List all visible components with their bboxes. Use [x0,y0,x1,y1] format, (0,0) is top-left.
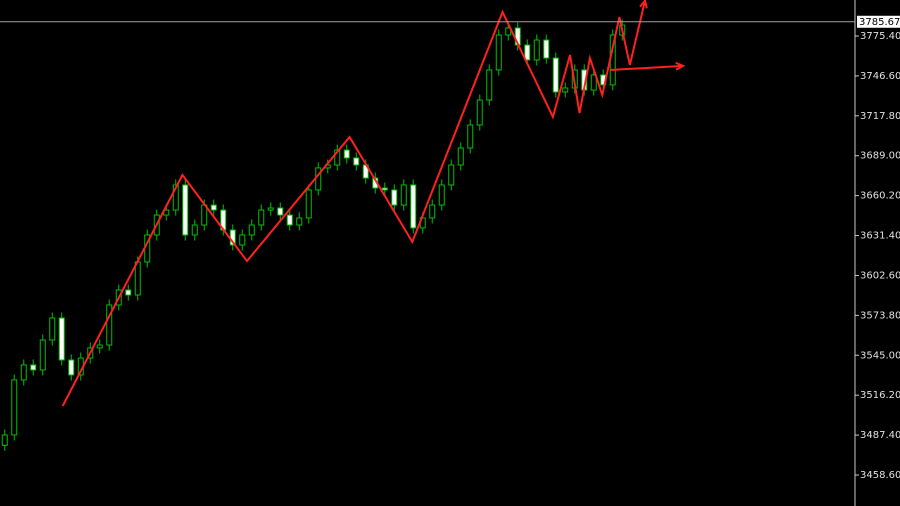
y-tick-label: 3689.00 [860,151,900,162]
current-price-box [857,15,900,28]
current-price-label: 3785.67 [859,17,900,28]
candle-body [258,209,265,226]
candle-body [334,149,341,166]
candle-body [49,317,56,341]
y-tick-label: 3746.60 [860,71,900,82]
candle-body [96,344,103,349]
y-tick-label: 3631.40 [860,231,900,242]
candle-body [182,184,189,236]
y-tick-label: 3545.00 [860,350,900,361]
candle-body [125,289,132,296]
candle-body [172,184,179,211]
candle-body [476,99,483,126]
y-tick-label: 3516.20 [860,390,900,401]
candle-body [267,207,274,211]
candle-body [286,214,293,226]
candle-body [457,147,464,166]
candle-body [1,434,8,446]
candle-body [30,364,37,371]
candle-body [391,189,398,206]
candle-body [381,187,388,191]
candle-body [410,184,417,229]
candle-body [590,74,597,91]
candle-body [438,184,445,206]
candle-body [400,184,407,206]
zigzag-line [609,64,684,71]
arrow-head [675,61,686,71]
y-tick-label: 3573.80 [860,310,900,321]
candle-body [562,87,569,93]
zigzag-line [61,0,647,407]
candle-body [248,224,255,236]
candle-body [505,27,512,36]
candle-body [68,359,75,376]
candle-body [20,364,27,381]
candle-body [210,204,217,211]
y-tick-label: 3660.20 [860,191,900,202]
candle-body [39,339,46,371]
candle-body [467,124,474,149]
candle-body [134,261,141,296]
candle-body [495,34,502,71]
candle-body [343,149,350,159]
candle-body [106,304,113,346]
y-tick-label: 3717.80 [860,111,900,122]
candle-body [277,207,284,216]
candle-body [296,217,303,226]
candle-body [315,167,322,191]
candle-body [239,234,246,246]
candle-body [448,164,455,186]
y-tick-label: 3775.40 [860,31,900,42]
candle-body [11,379,18,436]
candle-body [353,157,360,166]
candle-body [429,204,436,219]
candle-body [552,57,559,93]
candle-body [486,69,493,101]
candle-body [305,189,312,219]
arrow-head [639,0,648,9]
candle-body [191,224,198,236]
y-tick-label: 3458.60 [860,470,900,481]
candle-body [533,39,540,61]
candle-body [524,44,531,61]
candle-body [543,39,550,59]
candle-body [58,317,65,361]
y-tick-label: 3602.60 [860,270,900,281]
y-tick-label: 3487.40 [860,430,900,441]
